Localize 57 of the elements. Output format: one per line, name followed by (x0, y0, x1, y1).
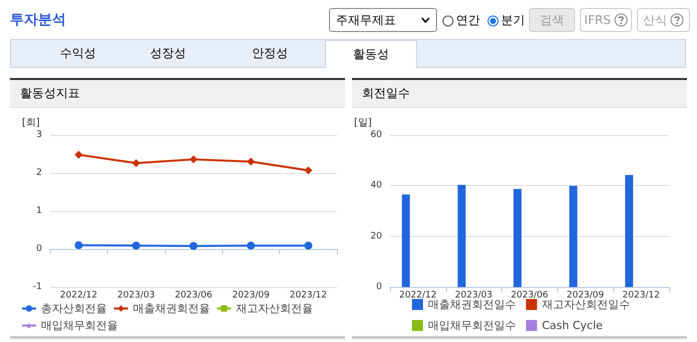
point (132, 242, 140, 250)
x-tick-label: 2023/09 (232, 290, 270, 300)
y-tick-label: 1 (36, 206, 42, 216)
chart-title: 회전일수 (352, 78, 687, 108)
y-tick-label: 40 (370, 180, 382, 191)
y-tick-label: 0 (36, 244, 42, 254)
point (132, 159, 140, 168)
text: 분기 (500, 12, 525, 29)
point (246, 242, 255, 250)
x-tick-label: 2023/12 (290, 290, 327, 300)
point (190, 155, 198, 164)
text: 산식 (637, 8, 690, 32)
y-axis-title: [일] (354, 118, 372, 128)
text: IFRS (580, 8, 632, 32)
y-tick-label: 20 (370, 231, 382, 242)
legend-label: 매출채권회전율 (133, 302, 210, 315)
bar (625, 175, 634, 287)
dropdown: 주재무제표 (329, 8, 437, 32)
legend-label: Cash Cycle (542, 319, 603, 332)
x-tick-label: 2022/12 (60, 290, 98, 300)
text: 성장성 (149, 45, 187, 62)
bar (569, 186, 578, 287)
bar (514, 188, 522, 287)
point (304, 242, 312, 250)
point (74, 150, 83, 159)
x-tick-label: 2023/03 (455, 290, 492, 300)
point (190, 242, 198, 250)
legend-label: 매출채권회전일수 (428, 298, 516, 311)
x-tick-label: 2023/09 (566, 290, 604, 300)
legend-label: 재고자산회전일수 (542, 298, 630, 311)
x-tick-label: 2023/12 (622, 290, 660, 300)
text: 연간 (455, 12, 480, 29)
legend-label: 총자산회전율 (41, 302, 107, 315)
point (304, 166, 312, 174)
legend-label: 매입채무회전율 (41, 319, 118, 332)
point (246, 158, 255, 166)
y-tick-label: 60 (370, 130, 382, 140)
text: 안정성 (251, 45, 289, 62)
text: 검색 (529, 8, 575, 32)
text: 활동성 (325, 40, 417, 68)
y-tick-label: -1 (33, 282, 42, 292)
x-tick-label: 2022/12 (399, 290, 437, 300)
x-tick-label: 2023/03 (117, 290, 155, 300)
y-tick-label: 0 (376, 282, 382, 292)
x-tick-label: 2023/06 (510, 290, 548, 300)
text: 투자분석 (10, 11, 66, 29)
y-tick-label: 2 (36, 168, 42, 178)
point (74, 241, 83, 250)
legend-label: 매입채무회전일수 (428, 319, 516, 332)
text: 수익성 (59, 45, 97, 62)
bar (402, 194, 410, 287)
legend-label: 재고자산회전율 (236, 302, 313, 315)
chart-title: 활동성지표 (10, 78, 345, 108)
bar (458, 184, 466, 287)
x-tick-label: 2023/06 (174, 290, 212, 300)
y-axis-title: [회] (22, 118, 40, 128)
y-tick-label: 3 (36, 130, 42, 140)
